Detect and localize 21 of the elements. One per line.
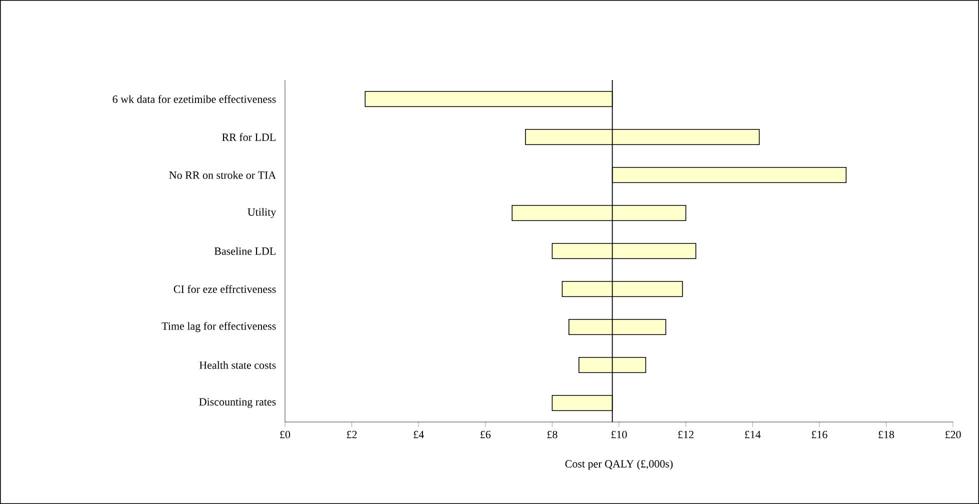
y-tick-label: Utility <box>248 208 276 218</box>
x-tick-label: £18 <box>878 430 894 438</box>
x-tick-label: £12 <box>678 430 694 438</box>
x-tick-label: £10 <box>611 430 627 438</box>
x-tick-label: £0 <box>280 430 290 438</box>
y-tick-label: CI for eze effrctiveness <box>174 285 276 293</box>
y-tick-label: Baseline LDL <box>214 247 276 255</box>
x-tick-label: £2 <box>346 430 357 438</box>
y-tick-label: Time lag for effectiveness <box>162 322 276 332</box>
x-axis-title: Cost per QALY (£,000s) <box>565 460 673 470</box>
y-tick-label: RR for LDL <box>222 133 276 141</box>
y-tick-label: No RR on stroke or TIA <box>169 171 276 179</box>
x-tick-label: £20 <box>945 430 961 438</box>
x-tick-label: £6 <box>480 430 491 438</box>
x-tick-label: £14 <box>745 430 761 438</box>
x-tick-label: £16 <box>812 430 828 438</box>
y-tick-label: Health state costs <box>199 361 276 369</box>
x-tick-label: £4 <box>414 430 424 438</box>
x-tick-label: £8 <box>547 430 558 438</box>
y-tick-label: 6 wk data for ezetimibe effectiveness <box>112 95 276 103</box>
y-tick-label: Discounting rates <box>199 398 276 408</box>
